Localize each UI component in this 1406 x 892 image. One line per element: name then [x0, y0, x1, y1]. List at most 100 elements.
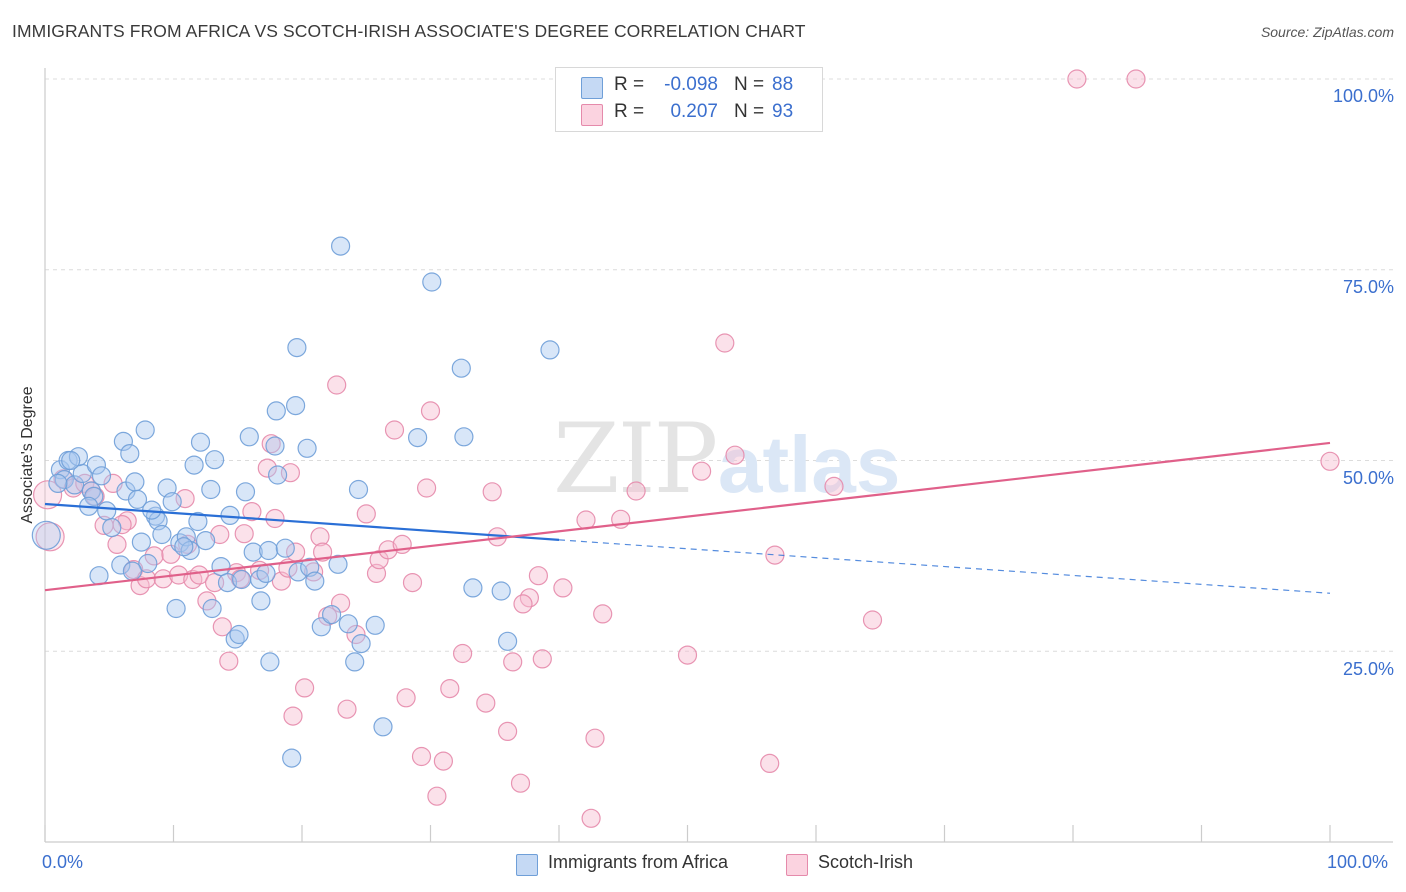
africa-point: [287, 338, 307, 358]
scotch-irish-point: [503, 652, 523, 672]
scotch-irish-point: [585, 728, 605, 748]
africa-point: [184, 455, 204, 475]
africa-point: [138, 553, 158, 574]
legend-row-africa: R = -0.098 N = 88: [556, 74, 822, 102]
scotch-irish-point: [482, 482, 502, 502]
scotch-irish-point: [824, 476, 844, 496]
africa-point: [259, 540, 279, 561]
scotch-irish-point: [440, 678, 460, 699]
y-tick-label: 25.0%: [1342, 659, 1394, 679]
africa-point: [188, 511, 208, 532]
africa-point: [351, 633, 371, 654]
scotch-irish-point: [420, 401, 441, 421]
scotch-irish-trend-line: [44, 441, 1331, 592]
scotch-irish-point: [230, 569, 250, 589]
africa-point: [328, 554, 348, 574]
africa-point: [135, 420, 155, 440]
y-tick-label: 75.0%: [1342, 277, 1394, 297]
africa-point: [540, 340, 560, 360]
africa-point: [239, 427, 259, 447]
africa-point: [205, 450, 225, 470]
legend-label-scotch: Scotch-Irish: [818, 852, 914, 872]
africa-point: [196, 530, 216, 551]
africa-point: [454, 427, 474, 447]
africa-point: [286, 396, 306, 416]
africa-point: [243, 542, 263, 562]
scotch-irish-point: [510, 773, 531, 793]
africa-point: [348, 479, 369, 500]
africa-points: [31, 236, 560, 768]
scotch-irish-point: [576, 510, 596, 530]
africa-point: [266, 401, 286, 421]
africa-point: [331, 236, 351, 256]
scotch-irish-point: [593, 604, 613, 624]
africa-point: [211, 556, 231, 577]
africa-point: [498, 631, 518, 651]
scotch-irish-point: [417, 478, 437, 498]
africa-point: [162, 492, 182, 512]
scotch-irish-point: [626, 481, 646, 501]
africa-point: [422, 272, 442, 292]
africa-point: [152, 524, 172, 545]
africa-point: [201, 479, 221, 500]
scotch-irish-point: [384, 420, 405, 440]
africa-point: [217, 572, 238, 593]
scotch-irish-point: [107, 534, 127, 555]
africa-point: [174, 537, 194, 557]
africa-point: [64, 475, 85, 495]
africa-point: [282, 748, 302, 768]
scotch-irish-point: [476, 693, 496, 713]
scotch-irish-point: [402, 572, 423, 593]
africa-point: [463, 578, 483, 598]
africa-point: [84, 486, 104, 506]
scotch-irish-point: [337, 699, 357, 719]
scotch-irish-point: [144, 546, 164, 566]
africa-point: [89, 566, 109, 586]
africa-point: [86, 455, 107, 475]
africa-point: [235, 482, 256, 502]
grid-lines: [45, 78, 1393, 652]
africa-point: [229, 624, 249, 645]
legend-n-label: N =: [734, 74, 765, 95]
legend-swatch-scotch: [581, 104, 603, 126]
scotch-irish-point: [725, 445, 745, 465]
scotch-irish-point: [513, 594, 533, 614]
africa-point: [232, 569, 252, 590]
africa-point: [288, 562, 308, 582]
scotch-irish-point: [313, 542, 333, 562]
scotch-irish-point: [581, 808, 601, 828]
scotch-irish-point: [242, 502, 262, 522]
source-credit: Source: ZipAtlas.com: [1260, 24, 1394, 40]
scotch-irish-point: [433, 751, 453, 771]
y-tick-label: 50.0%: [1342, 468, 1394, 488]
scotch-irish-point: [346, 624, 366, 645]
legend-swatch-africa: [516, 854, 538, 876]
y-axis-label: Associate's Degree: [19, 386, 36, 524]
africa-point: [190, 432, 211, 452]
africa-point: [260, 652, 280, 672]
scotch-irish-point: [1067, 69, 1087, 89]
africa-point: [275, 538, 295, 558]
scotch-irish-point: [295, 678, 315, 698]
africa-point: [125, 472, 145, 492]
scotch-irish-point: [715, 333, 735, 353]
africa-point: [338, 614, 358, 634]
legend-n-label: N =: [734, 101, 765, 122]
legend-label-africa: Immigrants from Africa: [548, 852, 729, 872]
africa-point: [268, 465, 288, 485]
legend-swatch-scotch: [786, 854, 808, 876]
africa-point: [265, 436, 285, 456]
africa-point: [345, 652, 365, 672]
africa-point: [97, 501, 117, 521]
scotch-irish-point: [498, 721, 518, 742]
africa-point: [166, 598, 186, 619]
scotch-irish-point: [691, 461, 712, 481]
africa-point: [491, 581, 511, 601]
legend-row-scotch: R = 0.207 N = 93: [556, 101, 822, 129]
axes: [44, 68, 1393, 843]
legend-r-value: -0.098: [664, 74, 718, 95]
africa-point: [48, 473, 68, 493]
scotch-irish-point: [453, 643, 473, 664]
legend-n-value: 93: [772, 101, 794, 122]
